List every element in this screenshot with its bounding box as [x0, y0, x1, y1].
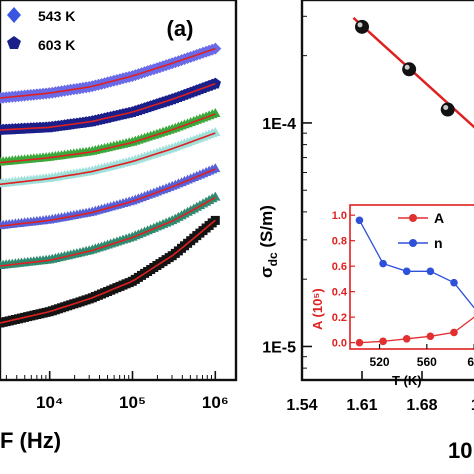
fit-curve [0, 82, 216, 131]
inset-data-point [450, 278, 458, 287]
inset: A (10⁵) 0.00.20.40.60.81.0 52056060 A n … [310, 204, 474, 388]
inset-series-n [355, 216, 474, 314]
series-1 [0, 77, 221, 135]
inset-x-tick-label: 560 [417, 355, 437, 369]
data-point [402, 62, 417, 77]
panel-a-x-ticks: 10⁴ 10⁵ 10⁶ [5, 371, 229, 412]
fit-curve [0, 219, 216, 324]
y-tick-label: 1E-4 [262, 116, 296, 133]
x-tick-label: 1.61 [346, 397, 377, 414]
inset-line [358, 219, 474, 309]
panel-a-series [0, 42, 222, 328]
fit-curve [0, 47, 216, 99]
fit-curve [0, 132, 216, 186]
inset-data-point [355, 216, 364, 225]
y-tick-label: 1E-5 [262, 339, 296, 356]
inset-x-tick-label: 520 [370, 355, 390, 369]
series-3 [0, 127, 221, 188]
data-point-highlight [357, 22, 363, 28]
inset-data-point [379, 337, 387, 346]
data-point [209, 77, 221, 89]
panel-b: σdc (S/m) 1E-4 1E-5 1.54 1.61 1.68 1.7 10 A … [257, 0, 474, 463]
inset-data-point [426, 267, 435, 276]
legend-pentagon-marker [7, 36, 21, 49]
data-point-highlight [404, 64, 410, 70]
fit-line [352, 16, 474, 129]
inset-y-tick-label: 0.4 [332, 287, 348, 299]
inset-y-tick-label: 0.6 [332, 261, 347, 273]
panel-b-x-ticks: 1.54 1.61 1.68 1.7 [286, 371, 474, 414]
panel-a-x-label: F (Hz) [0, 428, 61, 453]
inset-x-ticks: 520 560 60 [370, 344, 474, 369]
inset-y-tick-label: 0.8 [332, 236, 347, 248]
series-6 [0, 215, 220, 328]
inset-y-ticks: 0.0 0.2 0.4 0.6 0.8 1.0 [332, 210, 355, 350]
panel-b-y-ticks: 1E-4 1E-5 [262, 15, 312, 369]
series-5 [0, 191, 221, 269]
fit-curve [0, 196, 216, 267]
inset-data-point [355, 338, 364, 347]
inset-y-tick-label: 0.0 [332, 338, 347, 350]
inset-legend: A n [398, 210, 444, 251]
x-tick-label: 1.54 [286, 397, 317, 414]
legend: 543 K 603 K [7, 7, 75, 53]
inset-line [359, 316, 474, 344]
inset-legend-A-marker [409, 214, 417, 222]
inset-data-point [426, 332, 435, 341]
inset-series-A [355, 313, 474, 347]
panel-b-points [355, 19, 455, 117]
legend-diamond-marker [7, 7, 21, 23]
data-point [355, 19, 369, 34]
panel-b-y-label: σdc (S/m) [257, 205, 280, 278]
series-0 [0, 42, 222, 104]
data-point [440, 102, 455, 117]
inset-frame [349, 204, 474, 350]
panel-b-x-label-partial: 10 [448, 438, 472, 463]
series-4 [0, 163, 221, 230]
panel-a-frame [0, 0, 238, 382]
inset-data-point [402, 335, 411, 343]
inset-x-label: T (K) [392, 373, 422, 388]
x-tick-label: 1.68 [406, 397, 437, 414]
inset-legend-A-label: A [434, 210, 444, 226]
x-tick-label: 10⁵ [119, 393, 146, 412]
inset-data-point [379, 259, 387, 268]
fit-curve [0, 113, 216, 164]
inset-y-tick-label: 0.2 [332, 312, 347, 324]
x-tick-label: 10⁴ [36, 393, 63, 412]
inset-data-point [450, 328, 458, 337]
inset-legend-n-marker [409, 239, 417, 247]
inset-data-point [402, 267, 411, 276]
legend-label-603K: 603 K [38, 37, 75, 53]
inset-x-tick-label: 60 [467, 355, 474, 369]
x-tick-label: 10⁶ [202, 393, 229, 412]
inset-y-tick-label: 1.0 [332, 210, 347, 222]
panel-a-label: (a) [167, 16, 194, 41]
inset-y-label: A (10⁵) [310, 288, 325, 330]
fit-curve [0, 168, 216, 227]
inset-series [355, 216, 474, 347]
x-tick-label: 1.7 [471, 397, 474, 414]
legend-label-543K: 543 K [38, 8, 75, 24]
data-point-highlight [443, 105, 449, 111]
panel-a: 10⁴ 10⁵ 10⁶ (a) 543 K 603 K F (Hz) [0, 0, 238, 453]
inset-legend-n-label: n [434, 235, 443, 251]
series-2 [0, 108, 221, 166]
